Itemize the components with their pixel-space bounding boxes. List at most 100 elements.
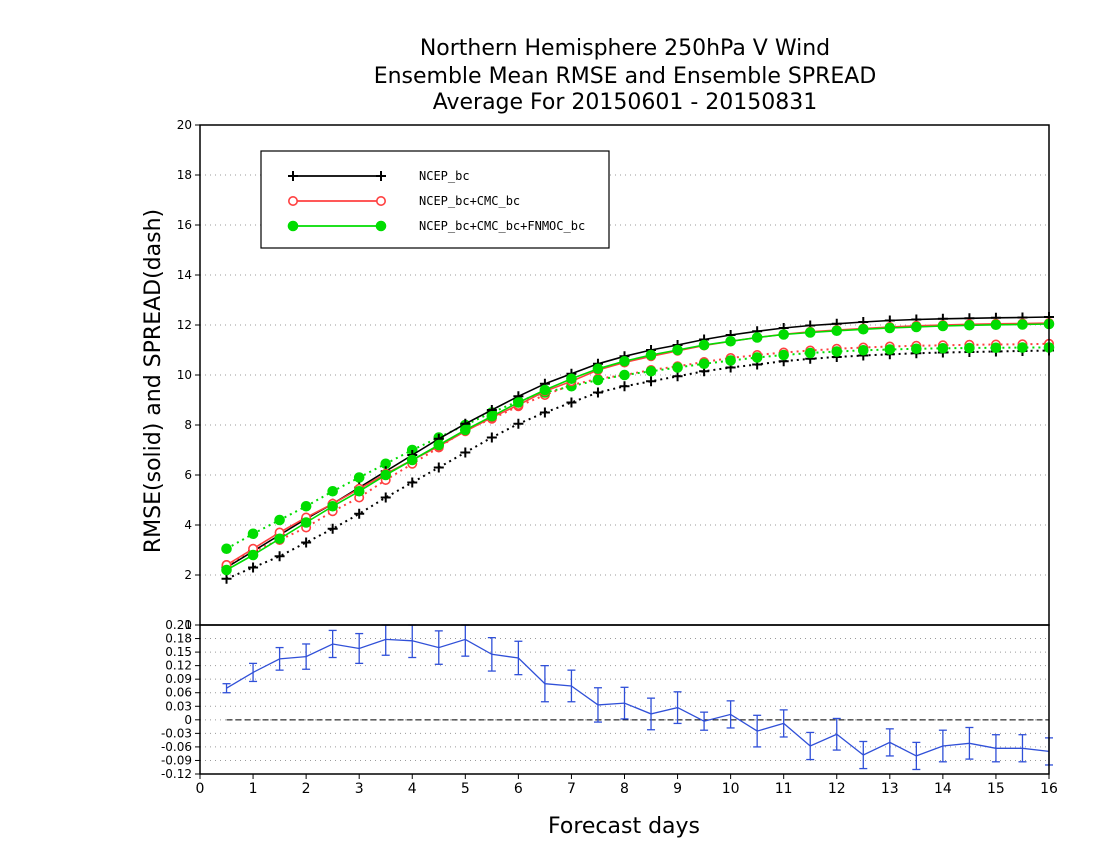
bottom-y-tick-label: -0.12 [161, 767, 192, 781]
filled-circle-marker [287, 220, 299, 232]
top-y-tick-label: 16 [177, 218, 192, 232]
error-bar [355, 632, 364, 665]
x-tick-label: 11 [775, 781, 793, 797]
legend-label: NCEP_bc+CMC_bc+FNMOC_bc [419, 219, 585, 233]
error-bar [885, 728, 894, 757]
top-panel-series [221, 312, 1055, 584]
x-tick-label: 1 [249, 781, 258, 797]
error-bar [700, 711, 709, 731]
filled-circle-marker [725, 355, 736, 366]
error-bar [487, 636, 496, 672]
plus-marker [486, 432, 497, 443]
error-bar [249, 662, 258, 683]
bottom-y-tick-label: 0.06 [165, 686, 192, 700]
plus-marker [354, 508, 365, 519]
filled-circle-marker [513, 397, 524, 408]
error-bar [779, 709, 788, 738]
x-tick-label: 9 [673, 781, 682, 797]
spread-line-ncep-bc-cmc-bc [226, 342, 1050, 566]
difference-line [226, 638, 1050, 757]
plus-marker [566, 397, 577, 408]
x-tick-label: 12 [828, 781, 846, 797]
error-bar [991, 734, 1000, 763]
filled-circle-marker [698, 339, 710, 351]
filled-circle-marker [1017, 319, 1028, 330]
bottom-y-tick-label: 0.18 [165, 632, 192, 646]
top-y-tick-label: 18 [177, 168, 192, 182]
error-bar [806, 731, 815, 761]
filled-circle-marker [672, 344, 683, 356]
x-tick-label: 4 [408, 781, 417, 797]
top-y-tick-label: 6 [184, 468, 192, 482]
error-bar [593, 687, 602, 723]
plus-marker [248, 562, 259, 573]
filled-circle-marker [990, 319, 1002, 331]
legend: NCEP_bc NCEP_bc+CMC_bc NCEP_bc+CMC_bc+FNMO… [260, 150, 610, 249]
error-bar [1018, 734, 1027, 763]
y-axis-label: RMSE(solid) and SPREAD(dash) [141, 209, 166, 553]
filled-circle-marker [619, 355, 630, 367]
error-bar [434, 630, 443, 665]
filled-circle-marker [433, 439, 445, 451]
chart-title-line-3: Average For 20150601 - 20150831 [432, 90, 818, 115]
filled-circle-marker [1017, 342, 1028, 353]
rmse-line-ncep-bc-cmc-bc-fnmoc-bc [226, 323, 1050, 571]
filled-circle-marker [964, 342, 975, 354]
plus-marker [513, 418, 524, 429]
bottom-y-tick-label: 0.03 [165, 699, 192, 713]
filled-circle-marker [672, 362, 683, 373]
error-bar [328, 629, 337, 659]
filled-circle-marker [380, 469, 392, 481]
filled-circle-marker [857, 323, 869, 335]
legend-entry: NCEP_bc [288, 169, 470, 183]
bottom-y-tick-label: 0.12 [165, 659, 192, 673]
filled-circle-marker [645, 349, 657, 361]
filled-circle-marker [247, 528, 259, 540]
bottom-y-tick-label: -0.06 [161, 740, 192, 754]
filled-circle-marker [645, 365, 657, 377]
plus-marker [221, 573, 232, 584]
plus-marker [288, 171, 298, 181]
x-tick-label: 14 [934, 781, 952, 797]
filled-circle-marker [804, 327, 816, 338]
error-bar [222, 683, 231, 694]
top-y-tick-label: 10 [177, 368, 192, 382]
filled-circle-marker [884, 322, 896, 334]
top-y-tick-label: 14 [177, 268, 192, 282]
legend-label: NCEP_bc+CMC_bc [419, 194, 520, 208]
error-bar [275, 646, 284, 671]
bottom-y-tick-label: 0 [184, 713, 192, 727]
error-bar [514, 640, 523, 676]
bottom-panel-grid [200, 624, 1049, 775]
open-circle-marker [287, 196, 298, 207]
bottom-y-tick-label: 0.09 [165, 672, 192, 686]
spread-line-ncep-bc [226, 349, 1050, 580]
plus-marker [274, 551, 285, 562]
error-bar [726, 700, 735, 729]
x-tick-label: 0 [196, 781, 205, 797]
plus-marker [460, 447, 471, 458]
error-bar [540, 664, 549, 703]
open-circle-marker [375, 196, 386, 207]
filled-circle-marker [247, 549, 259, 561]
filled-circle-marker [539, 384, 551, 396]
error-bar [753, 714, 762, 748]
x-tick-label: 10 [722, 781, 740, 797]
top-y-tick-label: 2 [184, 568, 192, 582]
plus-marker [376, 171, 386, 181]
filled-circle-marker [911, 343, 922, 355]
x-tick-label: 2 [302, 781, 311, 797]
plus-marker [380, 492, 391, 503]
filled-circle-marker [300, 500, 312, 512]
filled-circle-marker [937, 342, 949, 354]
legend-box [260, 150, 610, 249]
filled-circle-marker [964, 319, 975, 331]
error-bar [859, 740, 868, 770]
legend-entry: NCEP_bc+CMC_bc+FNMOC_bc [287, 219, 585, 233]
filled-circle-marker [300, 517, 312, 528]
filled-circle-marker [406, 454, 418, 466]
filled-circle-marker [221, 543, 232, 555]
x-tick-label: 13 [881, 781, 899, 797]
filled-circle-marker [937, 320, 949, 332]
